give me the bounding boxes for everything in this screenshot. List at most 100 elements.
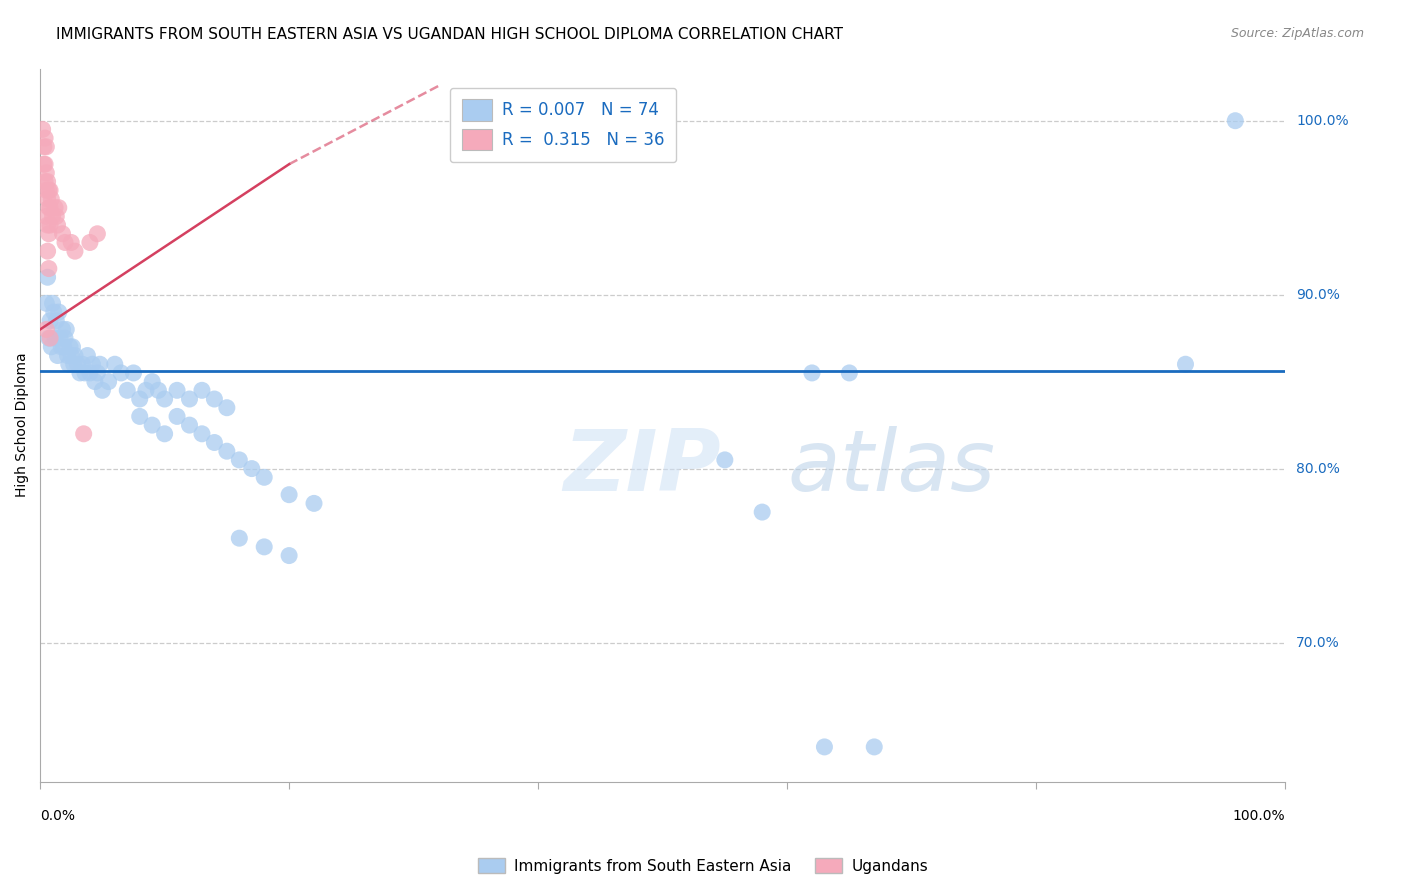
- Point: [141, 418, 163, 433]
- Legend: R = 0.007   N = 74, R =  0.315   N = 36: R = 0.007 N = 74, R = 0.315 N = 36: [450, 87, 676, 162]
- Point: [66, 357, 89, 371]
- Point: [35, 296, 58, 310]
- Point: [76, 349, 98, 363]
- Point: [39, 218, 62, 232]
- Point: [122, 366, 145, 380]
- Point: [63, 349, 86, 363]
- Point: [45, 314, 67, 328]
- Point: [48, 305, 70, 319]
- Point: [714, 453, 737, 467]
- Point: [128, 392, 150, 406]
- Point: [37, 270, 59, 285]
- Point: [39, 314, 62, 328]
- Point: [52, 340, 75, 354]
- Point: [34, 131, 56, 145]
- Point: [44, 331, 66, 345]
- Point: [79, 235, 101, 250]
- Point: [253, 470, 276, 484]
- Text: Source: ZipAtlas.com: Source: ZipAtlas.com: [1230, 27, 1364, 40]
- Point: [46, 349, 69, 363]
- Point: [202, 435, 225, 450]
- Point: [37, 244, 59, 259]
- Point: [42, 305, 65, 319]
- Point: [278, 488, 301, 502]
- Point: [191, 426, 214, 441]
- Point: [39, 183, 62, 197]
- Point: [278, 549, 301, 563]
- Point: [202, 392, 225, 406]
- Text: 100.0%: 100.0%: [1233, 809, 1285, 823]
- Point: [838, 366, 860, 380]
- Y-axis label: High School Diploma: High School Diploma: [15, 353, 30, 498]
- Text: IMMIGRANTS FROM SOUTH EASTERN ASIA VS UGANDAN HIGH SCHOOL DIPLOMA CORRELATION CH: IMMIGRANTS FROM SOUTH EASTERN ASIA VS UG…: [56, 27, 844, 42]
- Point: [41, 210, 63, 224]
- Text: ZIP: ZIP: [562, 426, 721, 509]
- Text: 90.0%: 90.0%: [1296, 287, 1340, 301]
- Point: [38, 331, 60, 345]
- Point: [141, 375, 163, 389]
- Point: [191, 384, 214, 398]
- Point: [31, 122, 53, 136]
- Text: 100.0%: 100.0%: [1296, 113, 1348, 128]
- Point: [179, 418, 201, 433]
- Point: [86, 366, 108, 380]
- Point: [35, 210, 58, 224]
- Point: [39, 201, 62, 215]
- Point: [79, 366, 101, 380]
- Point: [41, 296, 63, 310]
- Text: 70.0%: 70.0%: [1296, 635, 1340, 649]
- Point: [110, 366, 132, 380]
- Point: [53, 331, 76, 345]
- Text: 0.0%: 0.0%: [41, 809, 75, 823]
- Point: [35, 322, 58, 336]
- Point: [82, 357, 104, 371]
- Point: [46, 218, 69, 232]
- Point: [37, 192, 59, 206]
- Point: [302, 496, 325, 510]
- Point: [39, 340, 62, 354]
- Text: 80.0%: 80.0%: [1296, 461, 1340, 475]
- Point: [35, 183, 58, 197]
- Point: [60, 235, 83, 250]
- Point: [51, 322, 73, 336]
- Point: [215, 444, 238, 458]
- Point: [48, 201, 70, 215]
- Point: [73, 426, 96, 441]
- Point: [38, 201, 60, 215]
- Point: [56, 349, 79, 363]
- Point: [135, 384, 157, 398]
- Point: [35, 166, 58, 180]
- Point: [179, 392, 201, 406]
- Point: [49, 331, 72, 345]
- Point: [813, 739, 835, 754]
- Point: [37, 175, 59, 189]
- Point: [166, 384, 188, 398]
- Point: [62, 357, 84, 371]
- Point: [73, 366, 96, 380]
- Point: [35, 140, 58, 154]
- Point: [34, 175, 56, 189]
- Point: [86, 227, 108, 241]
- Point: [91, 384, 114, 398]
- Point: [32, 157, 55, 171]
- Point: [153, 426, 176, 441]
- Point: [72, 357, 94, 371]
- Point: [215, 401, 238, 415]
- Point: [166, 409, 188, 424]
- Point: [37, 218, 59, 232]
- Point: [69, 366, 91, 380]
- Point: [51, 227, 73, 241]
- Point: [228, 453, 250, 467]
- Point: [97, 375, 120, 389]
- Point: [38, 261, 60, 276]
- Point: [128, 409, 150, 424]
- Point: [801, 366, 824, 380]
- Point: [1225, 113, 1247, 128]
- Point: [44, 201, 66, 215]
- Point: [240, 461, 263, 475]
- Point: [39, 192, 62, 206]
- Point: [45, 210, 67, 224]
- Point: [89, 357, 111, 371]
- Point: [1174, 357, 1197, 371]
- Point: [32, 140, 55, 154]
